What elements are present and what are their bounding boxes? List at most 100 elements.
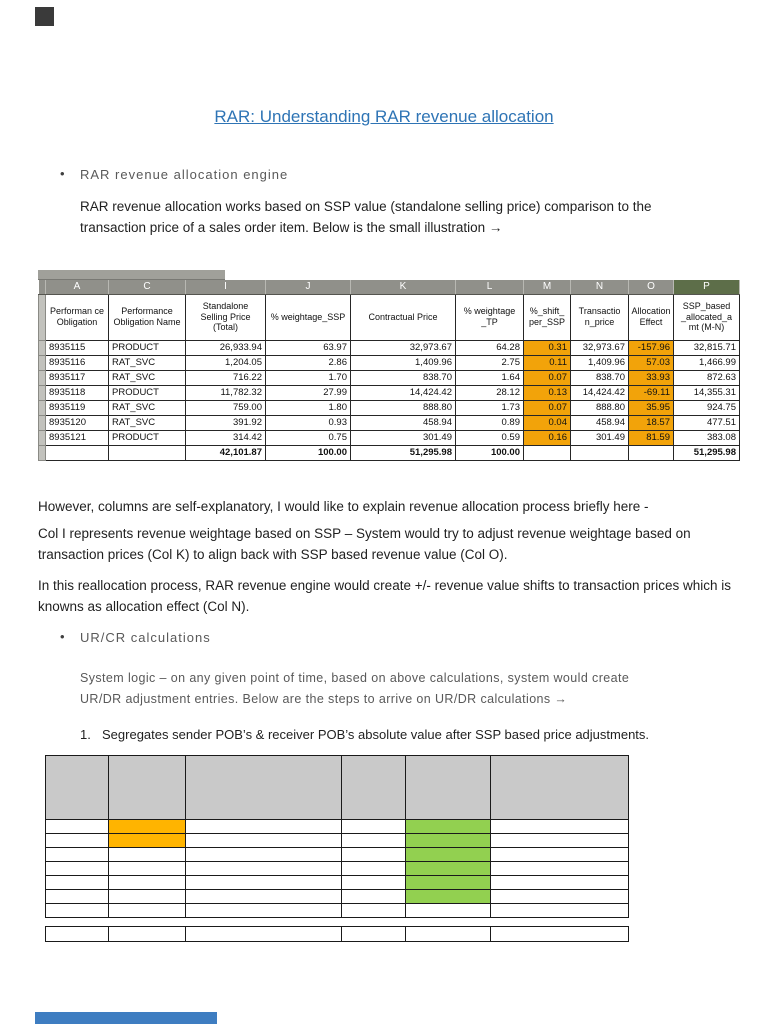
cell-L-2: 2.75 <box>455 354 524 371</box>
column-header-A: Performan ce Obligation <box>45 293 109 341</box>
cell-I-3: 716.22 <box>185 369 266 386</box>
urcr-cell-2-4 <box>341 833 406 848</box>
total-A <box>45 444 109 461</box>
cell-P-6: 477.51 <box>673 414 740 431</box>
urcr-cell-7-3 <box>185 903 342 918</box>
urcr-cell-3-5 <box>405 847 491 862</box>
row-header-cell <box>38 444 46 461</box>
cell-N-2: 1,409.96 <box>570 354 629 371</box>
urcr-cell-4-1 <box>45 861 109 876</box>
cell-C-3: RAT_SVC <box>108 369 186 386</box>
urcr-cell-5-3 <box>185 875 342 890</box>
column-letter-O: O <box>628 280 674 295</box>
urcr-cell-6-2 <box>108 889 186 904</box>
cell-J-7: 0.75 <box>265 429 351 446</box>
cell-O-3: 33.93 <box>628 369 674 386</box>
cell-C-5: RAT_SVC <box>108 399 186 416</box>
gap-cell <box>405 917 491 927</box>
cell-L-6: 0.89 <box>455 414 524 431</box>
cell-L-3: 1.64 <box>455 369 524 386</box>
urcr-cell-7-2 <box>108 903 186 918</box>
urcr-cell-3-6 <box>490 847 629 862</box>
cell-J-3: 1.70 <box>265 369 351 386</box>
bullet-dot-icon: • <box>60 166 65 181</box>
urcr-cell-6-1 <box>45 889 109 904</box>
cell-O-6: 18.57 <box>628 414 674 431</box>
column-letter-A: A <box>45 280 109 295</box>
urcr-cell-5-2 <box>108 875 186 890</box>
cell-P-2: 1,466.99 <box>673 354 740 371</box>
urcr-cell-6-3 <box>185 889 342 904</box>
urcr-cell-6-5 <box>405 889 491 904</box>
column-header-L: % weightage _TP <box>455 293 524 341</box>
column-letter-M: M <box>523 280 571 295</box>
cell-N-4: 14,424.42 <box>570 384 629 401</box>
column-letter-N: N <box>570 280 629 295</box>
urcr-footer-cell-4 <box>341 926 406 942</box>
cell-J-1: 63.97 <box>265 339 351 356</box>
urcr-cell-1-6 <box>490 819 629 834</box>
total-K: 51,295.98 <box>350 444 456 461</box>
bullet-urcr: • UR/CR calculations <box>60 629 211 645</box>
urcr-cell-1-3 <box>185 819 342 834</box>
urcr-cell-7-5 <box>405 903 491 918</box>
page-title-link[interactable]: RAR: Understanding RAR revenue allocatio… <box>214 107 554 126</box>
cell-P-3: 872.63 <box>673 369 740 386</box>
row-header-cell <box>38 339 46 356</box>
urcr-footer-cell-1 <box>45 926 109 942</box>
urcr-cell-6-4 <box>341 889 406 904</box>
cell-K-5: 888.80 <box>350 399 456 416</box>
para-system-logic: System logic – on any given point of tim… <box>80 671 630 707</box>
urcr-header-cell-1 <box>45 755 109 820</box>
total-N <box>570 444 629 461</box>
row-header-cell <box>38 399 46 416</box>
urcr-header-cell-3 <box>185 755 342 820</box>
column-header-C: Performance Obligation Name <box>108 293 186 341</box>
column-letter-P: P <box>673 280 740 295</box>
urcr-cell-4-5 <box>405 861 491 876</box>
cell-J-6: 0.93 <box>265 414 351 431</box>
cell-M-3: 0.07 <box>523 369 571 386</box>
cell-P-4: 14,355.31 <box>673 384 740 401</box>
total-C <box>108 444 186 461</box>
cell-P-1: 32,815.71 <box>673 339 740 356</box>
sheet-row-5: 8935119 RAT_SVC 759.00 1.80 888.80 1.73 0.07 88… <box>38 399 740 416</box>
gap-cell <box>45 917 109 927</box>
cell-L-4: 28.12 <box>455 384 524 401</box>
cell-I-5: 759.00 <box>185 399 266 416</box>
cell-N-1: 32,973.67 <box>570 339 629 356</box>
bullet-dot-icon: • <box>60 629 65 644</box>
urcr-cell-3-2 <box>108 847 186 862</box>
cell-C-7: PRODUCT <box>108 429 186 446</box>
urcr-cell-2-6 <box>490 833 629 848</box>
cell-J-2: 2.86 <box>265 354 351 371</box>
cell-N-5: 888.80 <box>570 399 629 416</box>
cell-A-7: 8935121 <box>45 429 109 446</box>
cell-A-1: 8935115 <box>45 339 109 356</box>
cell-J-4: 27.99 <box>265 384 351 401</box>
column-header-K: Contractual Price <box>350 293 456 341</box>
sheet-row-7: 8935121 PRODUCT 314.42 0.75 301.49 0.59 0.16 30… <box>38 429 740 446</box>
total-M <box>523 444 571 461</box>
urcr-table-grid <box>45 755 629 942</box>
bullet-rar-engine: • RAR revenue allocation engine <box>60 166 289 182</box>
column-header-P: SSP_based _allocated_a mt (M-N) <box>673 293 740 341</box>
cell-A-2: 8935116 <box>45 354 109 371</box>
total-I: 42,101.87 <box>185 444 266 461</box>
cell-C-6: RAT_SVC <box>108 414 186 431</box>
urcr-cell-2-1 <box>45 833 109 848</box>
cell-N-6: 458.94 <box>570 414 629 431</box>
urcr-cell-5-4 <box>341 875 406 890</box>
urcr-cell-3-3 <box>185 847 342 862</box>
step-1-text: Segregates sender POB’s & receiver POB’s… <box>102 727 650 742</box>
bullet-rar-engine-label: RAR revenue allocation engine <box>80 167 289 182</box>
sheet-total-row: 42,101.87 100.00 51,295.98 100.00 51,295.98 <box>38 444 740 461</box>
column-header-M: %_shift_ per_SSP <box>523 293 571 341</box>
urcr-cell-2-3 <box>185 833 342 848</box>
urcr-cell-1-1 <box>45 819 109 834</box>
urcr-cell-7-6 <box>490 903 629 918</box>
gap-cell <box>490 917 629 927</box>
column-letter-L: L <box>455 280 524 295</box>
cell-P-5: 924.75 <box>673 399 740 416</box>
column-letter-K: K <box>350 280 456 295</box>
